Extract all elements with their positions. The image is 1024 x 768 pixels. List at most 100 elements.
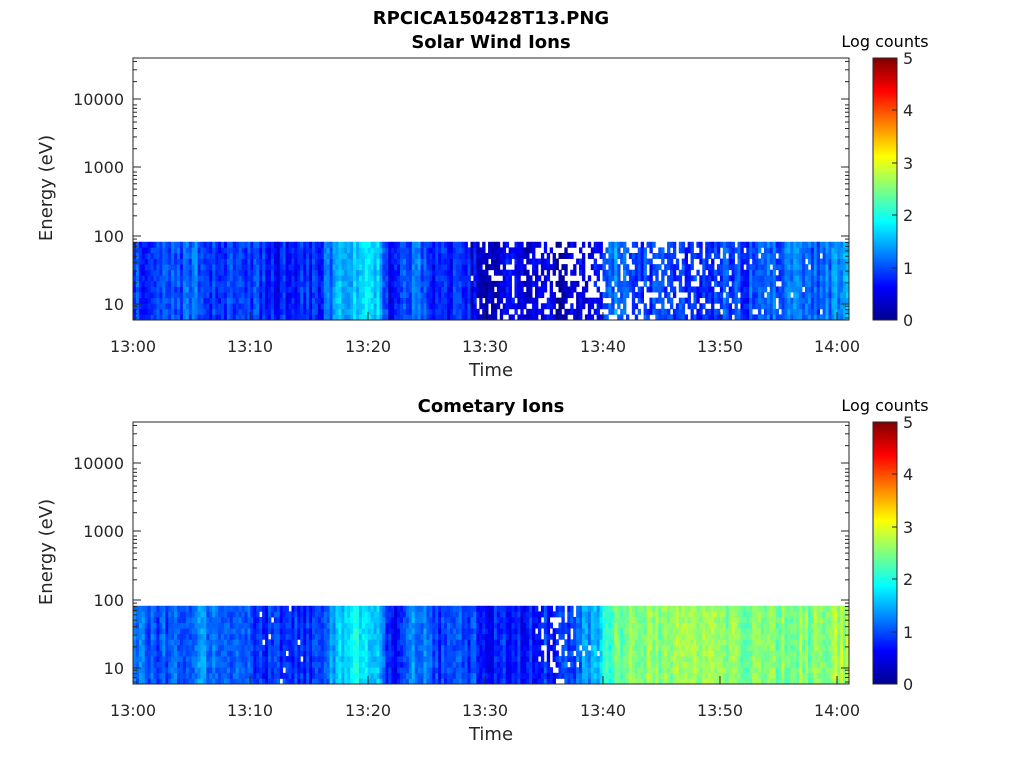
heatmap-cell [253,644,257,651]
heatmap-cell [338,286,342,293]
heatmap-cell [238,611,242,618]
heatmap-cell [156,678,160,685]
heatmap-cell [373,611,377,618]
heatmap-cell [141,622,146,629]
heatmap-cell [672,247,677,254]
heatmap-cell [816,252,821,259]
heatmap-cell [194,628,198,635]
heatmap-cell [218,628,222,635]
heatmap-cell [394,656,398,663]
heatmap-cell [335,308,339,315]
heatmap-cell [323,269,328,276]
heatmap-cell [194,241,198,248]
heatmap-cell [235,275,240,282]
heatmap-cell [763,280,768,287]
heatmap-cell [408,656,413,663]
heatmap-cell [517,269,521,276]
heatmap-cell [197,672,201,679]
heatmap-cell [350,258,354,265]
heatmap-cell [382,241,386,248]
heatmap-cell [391,678,395,685]
heatmap-cell [338,656,342,663]
heatmap-cell [312,656,316,663]
heatmap-cell [670,241,674,248]
heatmap-cell [455,280,460,287]
heatmap-cell [332,303,336,310]
heatmap-cell [540,292,545,299]
heatmap-cell [223,275,228,282]
heatmap-cell [256,314,260,321]
heatmap-cell [197,247,201,254]
heatmap-cell [244,292,248,299]
heatmap-cell [370,292,375,299]
heatmap-cell [168,639,172,646]
heatmap-cell [364,633,369,640]
heatmap-cell [584,286,589,293]
heatmap-cell [373,275,377,282]
heatmap-cell [235,303,240,310]
heatmap-cell [358,644,363,651]
heatmap-cell [552,264,556,271]
heatmap-cell [432,633,436,640]
heatmap-cell [162,656,166,663]
heatmap-cell [259,622,263,629]
heatmap-cell [417,611,421,618]
heatmap-cell [394,672,398,679]
heatmap-cell [678,269,683,276]
heatmap-cell [828,303,832,310]
heatmap-cell [221,678,225,685]
heatmap-cell [379,314,383,321]
heatmap-cell [238,314,242,321]
heatmap-cell [661,314,665,321]
heatmap-cell [221,252,225,259]
heatmap-cell [159,628,163,635]
heatmap-cell [546,264,551,271]
heatmap-cell [303,252,307,259]
heatmap-cell [452,269,457,276]
heatmap-cell [420,616,424,623]
heatmap-cell [294,616,298,623]
heatmap-cell [493,656,498,663]
heatmap-cell [423,611,427,618]
heatmap-cell [708,275,712,282]
heatmap-cell [511,656,515,663]
heatmap-cell [441,633,445,640]
heatmap-cell [171,672,175,679]
heatmap-cell [573,241,577,248]
heatmap-cell [185,292,190,299]
heatmap-cell [444,661,448,668]
heatmap-cell [221,616,225,623]
heatmap-cell [535,258,539,265]
heatmap-cell [441,308,445,315]
heatmap-cell [643,247,647,254]
heatmap-cell [350,292,354,299]
heatmap-cell [317,628,322,635]
heatmap-cell [670,269,674,276]
heatmap-cell [464,241,468,248]
heatmap-cell [385,303,389,310]
heatmap-cell [420,280,424,287]
heatmap-cell [221,639,225,646]
heatmap-cell [150,622,154,629]
heatmap-cell [400,650,404,657]
heatmap-cell [587,297,592,304]
heatmap-cell [270,269,275,276]
heatmap-cell [458,628,463,635]
heatmap-cell [188,672,193,679]
heatmap-cell [323,628,328,635]
heatmap-cell [675,264,680,271]
heatmap-cell [223,672,228,679]
heatmap-cell [473,286,477,293]
heatmap-cell [505,252,509,259]
heatmap-cell [699,275,703,282]
heatmap-cell [329,678,333,685]
heatmap-cell [309,297,313,304]
heatmap-cell [303,639,307,646]
heatmap-cell [520,297,524,304]
heatmap-cell [846,308,850,315]
heatmap-cell [191,269,196,276]
heatmap-cell [778,252,782,259]
heatmap-cell [133,247,137,254]
heatmap-cell [473,241,477,248]
heatmap-cell [672,275,677,282]
